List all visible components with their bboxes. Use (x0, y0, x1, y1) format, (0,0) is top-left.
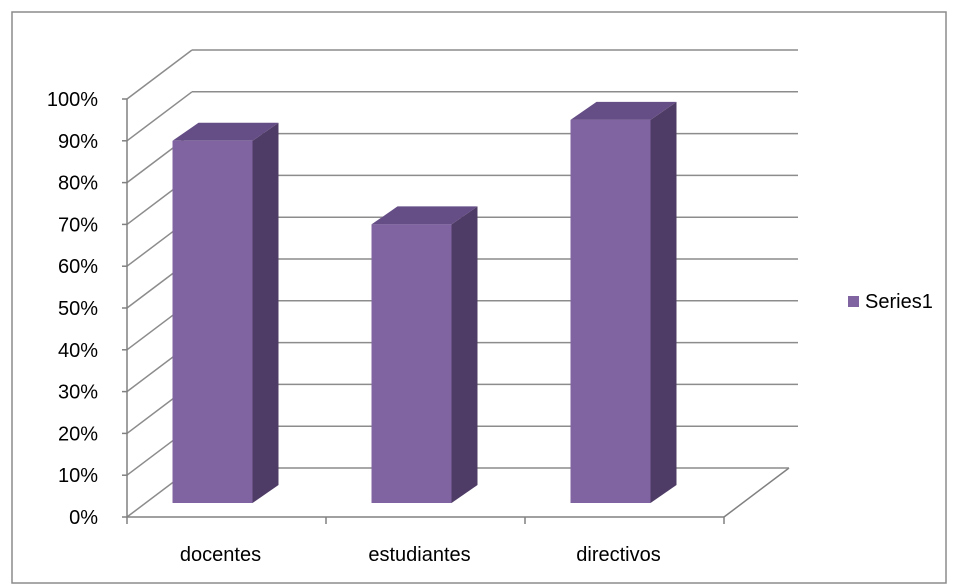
y-tick-label: 100% (47, 89, 98, 111)
floor-edge (723, 467, 790, 518)
bar-top (371, 206, 478, 225)
bar-top (172, 122, 279, 141)
bar-side (451, 206, 478, 503)
x-axis-ticks: docentes estudiantes directivos (180, 544, 661, 566)
y-tick-label: 40% (58, 340, 98, 362)
chart-border (11, 11, 947, 584)
bar (172, 122, 279, 504)
y-tick-label: 90% (58, 131, 98, 153)
legend-swatch (848, 296, 859, 307)
y-tick-label: 10% (58, 465, 98, 487)
bars (172, 101, 677, 504)
bar-side (650, 101, 677, 504)
y-tick-label: 50% (58, 298, 98, 320)
axes (122, 98, 790, 524)
gridline-side (126, 91, 193, 142)
y-tick-label: 0% (69, 507, 98, 529)
x-tick-label: directivos (576, 544, 660, 566)
x-tick-label: estudiantes (368, 544, 470, 566)
y-tick-label: 70% (58, 214, 98, 236)
bar-top (570, 101, 677, 120)
legend: Series1 (848, 291, 933, 313)
x-tick-label: docentes (180, 544, 261, 566)
gridline-side (126, 49, 193, 100)
y-tick-label: 30% (58, 382, 98, 404)
y-tick-label: 80% (58, 173, 98, 195)
bar-front (172, 140, 253, 504)
legend-label: Series1 (865, 291, 933, 313)
y-tick-label: 60% (58, 256, 98, 278)
bar (570, 101, 677, 504)
bar-front (371, 224, 452, 503)
bar-front (570, 119, 651, 504)
y-tick-label: 20% (58, 423, 98, 445)
bar (371, 206, 478, 503)
y-axis-ticks: 0% 10% 20% 30% 40% 50% 60% 70% 80% 90% 100% (47, 89, 98, 529)
bar-side (252, 122, 279, 504)
